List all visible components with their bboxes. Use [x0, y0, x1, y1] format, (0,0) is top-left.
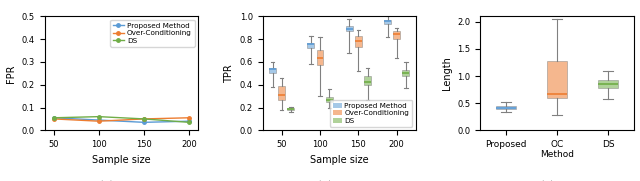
PathPatch shape	[547, 61, 567, 98]
DS	[50, 117, 58, 119]
Proposed Method	[185, 120, 193, 122]
Y-axis label: Length: Length	[442, 56, 452, 90]
Proposed Method	[95, 119, 103, 121]
PathPatch shape	[278, 86, 285, 100]
PathPatch shape	[326, 97, 333, 102]
Y-axis label: FPR: FPR	[6, 64, 16, 83]
Y-axis label: TPR: TPR	[224, 64, 234, 83]
DS	[95, 115, 103, 118]
Line: Proposed Method: Proposed Method	[52, 116, 191, 124]
Over-Conditioning	[185, 117, 193, 119]
PathPatch shape	[269, 68, 276, 73]
Legend: Proposed Method, Over-Conditioning, DS: Proposed Method, Over-Conditioning, DS	[110, 20, 195, 47]
PathPatch shape	[598, 80, 618, 88]
PathPatch shape	[384, 20, 391, 24]
PathPatch shape	[355, 36, 362, 47]
Line: DS: DS	[52, 115, 191, 124]
PathPatch shape	[403, 70, 410, 76]
Over-Conditioning	[95, 120, 103, 122]
Line: Over-Conditioning: Over-Conditioning	[52, 116, 191, 123]
PathPatch shape	[307, 43, 314, 48]
PathPatch shape	[495, 106, 516, 109]
DS	[185, 121, 193, 123]
Over-Conditioning	[50, 118, 58, 120]
Over-Conditioning	[140, 118, 148, 120]
DS	[140, 118, 148, 120]
PathPatch shape	[317, 50, 323, 65]
Legend: Proposed Method, Over-Conditioning, DS: Proposed Method, Over-Conditioning, DS	[330, 100, 412, 127]
Proposed Method	[50, 117, 58, 119]
Proposed Method	[140, 121, 148, 123]
X-axis label: Sample size: Sample size	[310, 155, 369, 165]
X-axis label: Sample size: Sample size	[92, 155, 151, 165]
PathPatch shape	[346, 26, 353, 31]
PathPatch shape	[393, 31, 400, 39]
PathPatch shape	[364, 76, 371, 85]
PathPatch shape	[287, 108, 294, 110]
